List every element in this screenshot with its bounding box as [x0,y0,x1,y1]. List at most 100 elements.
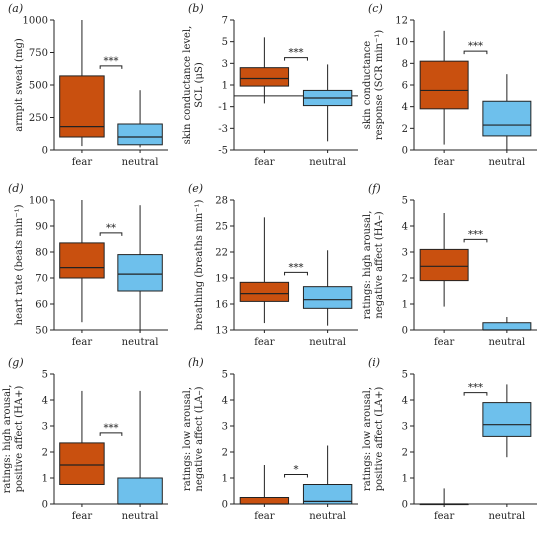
panel-f: (f) ratings: high arousal, negative affect… [362,182,537,348]
x-tick-label: fear [72,511,93,522]
y-tick-label: 90 [35,222,48,233]
y-tick-label: 3 [222,59,228,70]
y-tick-label: 5 [42,370,48,381]
neutral-box [482,402,532,437]
y-tick-label: 0 [42,500,48,511]
y-axis-title: heart rate (beats min⁻¹) [14,204,25,325]
panel-label: (d) [8,182,24,195]
y-tick-label: 500 [29,81,48,92]
y-tick-label: 0 [402,326,408,337]
x-tick-label: neutral [309,337,346,348]
panel-d: (d) heart rate (beats min⁻¹) 50 60 70 80 90 100… [8,182,168,348]
y-tick-label: 0 [402,500,408,511]
panel-label: (e) [188,182,203,195]
y-tick-label: 0 [222,500,228,511]
fear-box [239,281,290,302]
fear-box [239,67,290,87]
y-axis-title: ratings: low arousal, [182,387,193,491]
y-tick-label: 0 [402,146,408,157]
fear-box [59,442,105,485]
y-tick-label: 7 [222,16,228,27]
y-tick-label: -5 [218,146,228,157]
x-tick-label: neutral [488,511,525,522]
y-tick-label: -3 [218,124,228,135]
panel-label: (h) [188,356,204,369]
y-tick-label: 6 [402,81,408,92]
y-axis-title: response (SCR min⁻¹) [374,30,385,140]
significance-bracket [99,232,123,236]
significance-marker: *** [468,229,483,240]
y-tick-label: 4 [42,396,48,407]
x-tick-label: fear [72,157,93,168]
x-tick-label: fear [434,511,455,522]
significance-bracket [99,432,123,436]
x-tick-label: neutral [122,157,159,168]
y-tick-label: 2 [222,448,228,459]
y-tick-label: 100 [29,196,48,207]
significance-bracket [463,392,488,396]
neutral-box [117,254,163,292]
panel-g: (g) ratings: high arousal, positive affect… [2,356,168,522]
x-tick-label: fear [434,157,455,168]
neutral-box [117,123,163,146]
y-tick-label: 4 [402,102,408,113]
y-tick-label: 4 [222,396,228,407]
y-tick-label: 10 [395,37,408,48]
panel-h: (h) ratings: low arousal, negative affect … [182,356,358,522]
y-tick-label: 2 [402,274,408,285]
x-tick-label: fear [72,337,93,348]
significance-bracket [284,271,308,276]
panel-a: (a) armpit sweat (mg) 0 250 500 750 1000 fear ne… [8,2,168,168]
y-tick-label: 3 [402,248,408,259]
y-tick-label: 80 [35,248,48,259]
y-tick-label: 750 [29,48,48,59]
panel-b: (b) skin conductance level, SCL (μS) -5 -3 -1… [182,2,358,168]
x-tick-label: fear [254,337,275,348]
y-tick-label: 4 [402,222,408,233]
panel-e: (e) breathing (breaths min⁻¹) 13 16 19 22 25 28… [188,182,358,348]
panel-label: (a) [8,2,23,15]
y-tick-label: 25 [215,222,228,233]
y-axis-title: positive affect (HA+) [14,386,25,493]
x-tick-label: neutral [122,337,159,348]
y-tick-label: 50 [35,326,48,337]
y-axis-title: positive affect (LA+) [374,387,385,492]
y-tick-label: 16 [215,300,228,311]
significance-marker: *** [104,423,119,434]
neutral-box [482,100,532,137]
x-tick-label: neutral [488,337,525,348]
y-tick-label: 3 [402,422,408,433]
y-tick-label: 3 [42,422,48,433]
x-tick-label: neutral [309,511,346,522]
fear-box [59,75,105,138]
y-tick-label: 1 [402,474,408,485]
y-tick-label: 5 [402,370,408,381]
y-tick-label: 70 [35,274,48,285]
y-tick-label: 2 [42,448,48,459]
y-tick-label: 2 [402,124,408,135]
y-tick-label: 5 [222,370,228,381]
x-tick-label: fear [434,337,455,348]
x-tick-label: neutral [122,511,159,522]
panel-label: (i) [368,356,380,369]
significance-marker: *** [289,262,304,273]
y-tick-label: -1 [218,102,228,113]
x-tick-label: neutral [309,157,346,168]
panel-label: (c) [368,2,383,15]
y-tick-label: 13 [215,326,228,337]
fear-box [419,60,469,110]
significance-bracket [284,474,308,478]
y-tick-label: 1 [402,300,408,311]
y-tick-label: 250 [29,113,48,124]
panel-label: (g) [8,356,24,369]
significance-marker: * [294,465,299,476]
y-axis-title: ratings: high arousal, [2,385,13,494]
significance-bracket [463,238,488,243]
neutral-box [482,322,532,331]
y-tick-label: 2 [402,448,408,459]
y-axis-title: ratings: high arousal, [362,211,373,320]
y-tick-label: 3 [222,422,228,433]
y-tick-label: 8 [402,59,408,70]
significance-bracket [99,65,123,69]
